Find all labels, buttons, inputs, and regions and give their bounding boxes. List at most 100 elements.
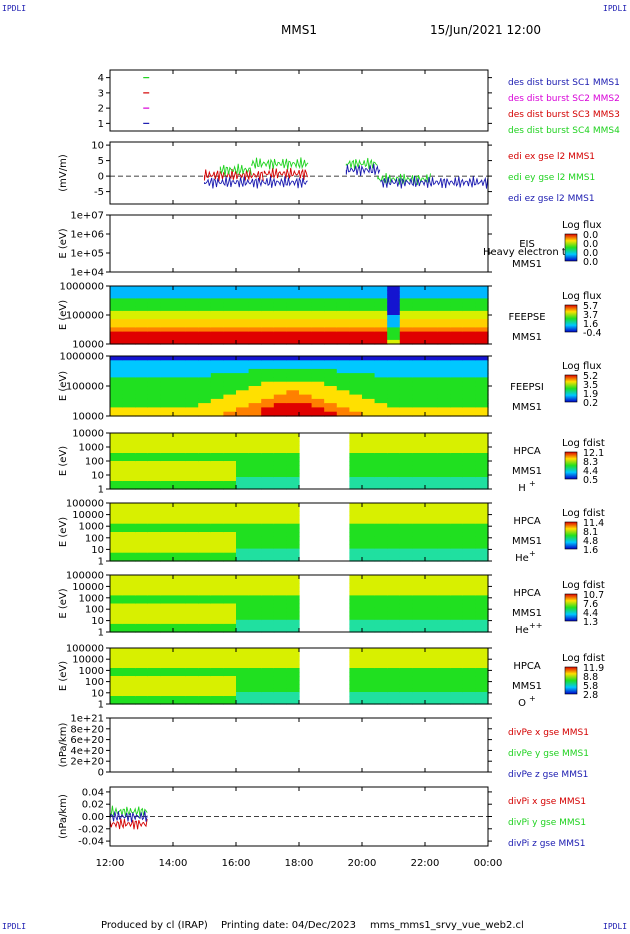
y-tick-label: 10000: [72, 429, 104, 440]
heatmap-cell: [362, 532, 376, 537]
heatmap-cell: [324, 381, 338, 387]
heatmap-cell: [273, 465, 287, 470]
heatmap-cell: [450, 599, 464, 605]
heatmap-cell: [210, 664, 224, 669]
heatmap-cell: [198, 591, 212, 596]
heatmap-cell: [450, 540, 464, 545]
heatmap-cell: [261, 331, 275, 337]
heatmap-cell: [374, 327, 388, 333]
heatmap-cell: [210, 368, 224, 374]
heatmap-cell: [210, 660, 224, 665]
heatmap-cell: [362, 556, 376, 562]
heatmap-cell: [349, 327, 363, 333]
heatmap-cell: [362, 664, 376, 669]
heatmap-cell: [349, 310, 363, 316]
heatmap-cell: [399, 407, 413, 413]
heatmap-cell: [450, 411, 464, 417]
heatmap-cell: [286, 627, 300, 633]
heatmap-cell: [399, 684, 413, 689]
heatmap-cell: [248, 579, 262, 584]
heatmap-cell: [147, 411, 161, 417]
heatmap-cell: [286, 394, 300, 400]
heatmap-cell: [349, 556, 363, 562]
heatmap-cell: [210, 575, 224, 580]
heatmap-cell: [462, 648, 476, 653]
heatmap-cell: [210, 481, 224, 486]
heatmap-cell: [110, 356, 124, 361]
heatmap-cell: [475, 453, 489, 458]
heatmap-cell: [185, 290, 199, 295]
heatmap-cell: [437, 433, 451, 438]
heatmap-cell: [286, 411, 300, 417]
heatmap-cell: [185, 473, 199, 478]
heatmap-cell: [425, 692, 439, 697]
heatmap-cell: [173, 386, 187, 391]
heatmap-cell: [387, 411, 401, 417]
heatmap-cell: [236, 364, 250, 370]
heatmap-cell: [122, 556, 136, 562]
heatmap-cell: [399, 700, 413, 705]
heatmap-cell: [147, 583, 161, 588]
heatmap-cell: [135, 595, 149, 601]
heatmap-cell: [450, 507, 464, 512]
heatmap-cell: [462, 381, 476, 387]
heatmap-cell: [387, 323, 401, 328]
heatmap-cell: [198, 696, 212, 701]
heatmap-cell: [173, 619, 187, 625]
heatmap-cell: [135, 652, 149, 657]
heatmap-cell: [374, 692, 388, 697]
heatmap-cell: [173, 302, 187, 308]
heatmap-cell: [135, 579, 149, 584]
heatmap-cell: [198, 684, 212, 689]
heatmap-cell: [273, 523, 287, 529]
heatmap-cell: [110, 552, 124, 558]
heatmap-cell: [248, 356, 262, 361]
colorbar-tick-label: 1.3: [583, 617, 598, 628]
heatmap-cell: [261, 615, 275, 621]
heatmap-cell: [286, 656, 300, 661]
heatmap-cell: [437, 364, 451, 370]
heatmap-cell: [437, 507, 451, 512]
heatmap-cell: [399, 335, 413, 341]
heatmap-cell: [462, 323, 476, 328]
heatmap-cell: [173, 552, 187, 558]
heatmap-cell: [412, 556, 426, 562]
heatmap-cell: [450, 449, 464, 454]
heatmap-cell: [399, 688, 413, 693]
heatmap-cell: [210, 298, 224, 304]
colorbar-title: Log flux: [562, 220, 602, 231]
heatmap-cell: [362, 481, 376, 486]
heatmap-cell: [374, 286, 388, 291]
heatmap-cell: [387, 386, 401, 391]
heatmap-cell: [374, 403, 388, 408]
heatmap-cell: [437, 437, 451, 442]
heatmap-cell: [273, 377, 287, 383]
heatmap-cell: [475, 477, 489, 482]
heatmap-cell: [387, 591, 401, 596]
heatmap-cell: [374, 407, 388, 413]
heatmap-cell: [198, 672, 212, 677]
heatmap-cell: [223, 457, 237, 462]
heatmap-cell: [412, 453, 426, 458]
heatmap-cell: [412, 668, 426, 673]
heatmap-cell: [135, 315, 149, 320]
heatmap-cell: [462, 623, 476, 629]
heatmap-cell: [122, 327, 136, 333]
heatmap-cell: [261, 684, 275, 689]
heatmap-cell: [273, 339, 287, 345]
heatmap-cell: [185, 437, 199, 442]
heatmap-cell: [261, 652, 275, 657]
heatmap-cell: [462, 556, 476, 562]
heatmap-cell: [425, 680, 439, 685]
heatmap-cell: [160, 335, 174, 341]
heatmap-cell: [374, 441, 388, 446]
y-tick-label: 1e+21: [70, 714, 104, 725]
heatmap-cell: [462, 503, 476, 508]
heatmap-cell: [236, 552, 250, 558]
heatmap-cell: [248, 692, 262, 697]
heatmap-cell: [362, 519, 376, 525]
heatmap-cell: [324, 368, 338, 374]
heatmap-cell: [261, 680, 275, 685]
heatmap-cell: [147, 373, 161, 378]
heatmap-cell: [336, 407, 350, 413]
